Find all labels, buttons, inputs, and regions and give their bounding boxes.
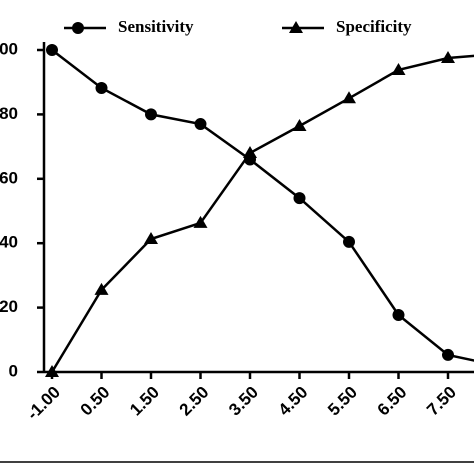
y-tick-label: 60 bbox=[0, 168, 18, 187]
data-point bbox=[441, 51, 455, 64]
legend-label: Specificity bbox=[336, 17, 412, 36]
y-tick-label: 80 bbox=[0, 104, 18, 123]
y-tick-label: 100 bbox=[0, 39, 18, 58]
data-point bbox=[243, 146, 257, 159]
data-point bbox=[342, 91, 356, 104]
x-tick-label: 1.50 bbox=[126, 383, 163, 420]
y-tick-label: 20 bbox=[0, 297, 18, 316]
legend-marker bbox=[72, 22, 84, 34]
data-point bbox=[193, 215, 208, 228]
data-point bbox=[392, 309, 405, 322]
data-point bbox=[95, 81, 108, 94]
legend-marker bbox=[289, 21, 303, 33]
y-tick-label: 40 bbox=[0, 233, 18, 252]
data-point bbox=[46, 44, 58, 56]
x-tick-label: 5.50 bbox=[324, 383, 361, 420]
data-point bbox=[45, 365, 59, 377]
data-point bbox=[391, 62, 406, 75]
data-point bbox=[293, 192, 306, 205]
data-point bbox=[442, 348, 454, 361]
data-point bbox=[292, 118, 307, 131]
x-tick-label: 6.50 bbox=[374, 383, 411, 420]
x-tick-label: 4.50 bbox=[275, 383, 312, 420]
data-point bbox=[94, 282, 109, 295]
data-point bbox=[343, 235, 355, 248]
series-line bbox=[51, 49, 474, 362]
data-point bbox=[194, 118, 207, 131]
x-tick-label: 7.50 bbox=[423, 383, 460, 420]
legend-label: Sensitivity bbox=[118, 17, 194, 36]
x-tick-label: -1.00 bbox=[23, 383, 64, 424]
data-point bbox=[145, 108, 157, 121]
x-tick-label: 2.50 bbox=[176, 383, 213, 420]
series-line bbox=[50, 54, 474, 373]
y-tick-label: 0 bbox=[9, 361, 18, 380]
data-point bbox=[144, 232, 158, 245]
x-tick-label: 0.50 bbox=[77, 383, 114, 420]
x-tick-label: 3.50 bbox=[225, 383, 262, 420]
